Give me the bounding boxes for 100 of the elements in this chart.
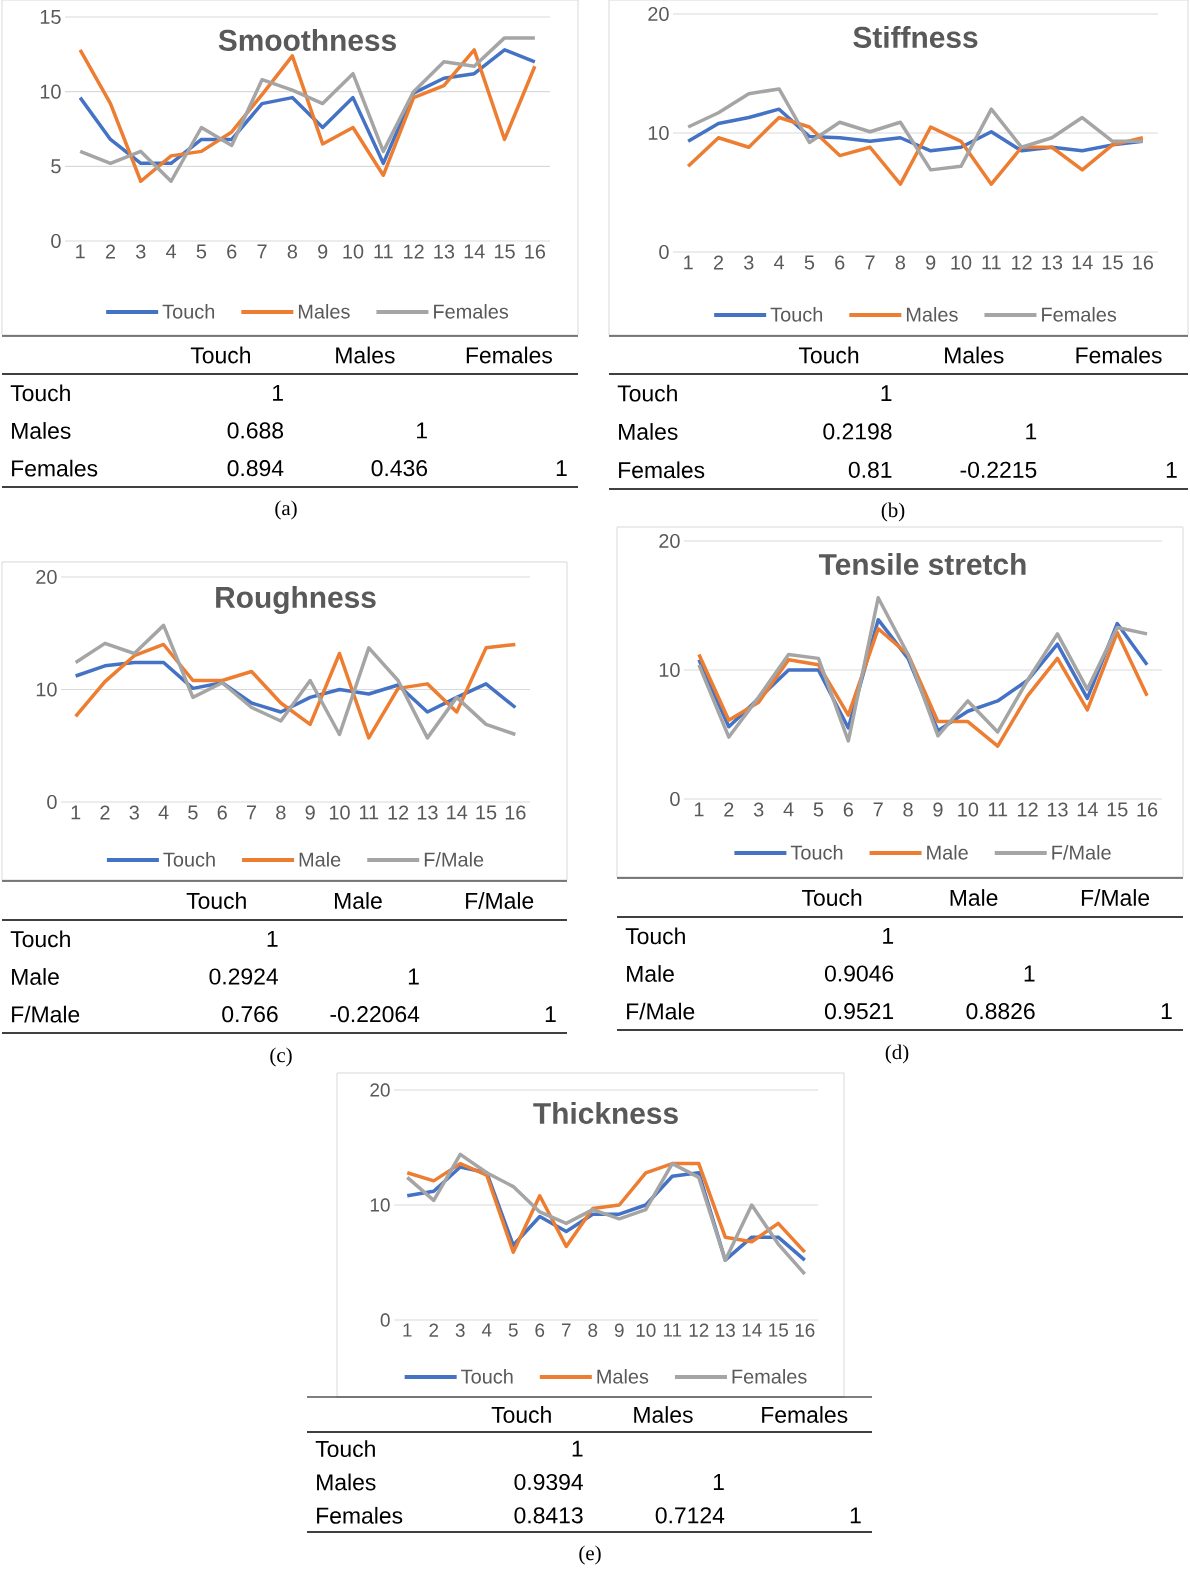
line-series	[686, 87, 1145, 172]
chart-title: Thickness	[533, 1102, 678, 1124]
text: 0.2198	[823, 423, 892, 440]
text: Males	[336, 346, 395, 364]
legend-label: F/Male	[1052, 845, 1111, 860]
text: Touch	[10, 930, 70, 948]
chart-title: Stiffness	[853, 26, 978, 48]
chart-title: Roughness	[216, 586, 376, 614]
text: 1	[1026, 423, 1037, 440]
text: Male	[335, 892, 382, 909]
x-tick-label: 7	[257, 244, 267, 259]
x-tick-label: 10	[951, 255, 972, 270]
y-tick-label: 10	[648, 125, 669, 141]
x-tick-label: 10	[636, 1323, 656, 1337]
text: 1	[572, 1440, 583, 1457]
x-tick-label: 15	[476, 805, 497, 820]
text: Females	[466, 346, 552, 364]
x-tick-label: 4	[166, 244, 177, 259]
legend-label: Touch	[461, 1369, 513, 1384]
x-tick-label: 13	[1047, 802, 1068, 817]
x-tick-label: 13	[417, 805, 438, 820]
x-tick-label: 15	[494, 244, 515, 259]
text: Touch	[10, 384, 70, 402]
x-tick-label: 15	[1102, 255, 1123, 270]
legend-label: Males	[597, 1369, 649, 1384]
text: Touch	[802, 889, 862, 906]
text: 0.766	[222, 1006, 278, 1023]
legend-label: Females	[434, 304, 509, 319]
y-tick-label: 20	[370, 1083, 390, 1097]
x-tick-label: 4	[774, 255, 785, 270]
x-tick-label: 5	[196, 244, 207, 259]
x-tick-label: 7	[873, 802, 883, 817]
text: Males	[634, 1406, 693, 1423]
x-tick-label: 10	[329, 805, 350, 820]
text: Touch	[186, 892, 246, 909]
text: (e)	[579, 1545, 601, 1565]
text: -0.22064	[330, 1006, 420, 1023]
text: 0.436	[371, 460, 428, 477]
x-tick-label: 1	[76, 244, 85, 259]
text: Touch	[190, 346, 250, 364]
x-tick-label: 10	[958, 802, 979, 817]
x-tick-label: 5	[813, 802, 824, 817]
text: 0.8413	[514, 1507, 583, 1524]
x-tick-label: 16	[505, 805, 526, 820]
text: 0.7124	[655, 1507, 725, 1524]
x-tick-label: 13	[434, 244, 455, 259]
x-tick-label: 9	[933, 802, 943, 817]
x-tick-label: 1	[403, 1323, 412, 1337]
text: Touch	[315, 1440, 375, 1458]
text: 1	[1166, 461, 1177, 478]
x-tick-label: 6	[535, 1323, 545, 1337]
x-tick-label: 11	[359, 805, 379, 820]
legend-label: Females	[732, 1369, 807, 1384]
x-tick-label: 11	[374, 244, 393, 259]
y-tick-label: 20	[659, 533, 680, 549]
text: Females	[12, 459, 98, 477]
x-tick-label: 16	[525, 244, 546, 259]
legend-label: Male	[927, 845, 968, 860]
x-tick-label: 2	[713, 255, 724, 270]
x-tick-label: 3	[136, 244, 146, 259]
y-tick-label: 0	[670, 791, 680, 807]
x-tick-label: 16	[1133, 255, 1154, 270]
x-tick-label: 12	[1018, 802, 1038, 817]
x-tick-label: 14	[742, 1323, 762, 1337]
text: Touch	[798, 346, 859, 364]
x-tick-label: 11	[982, 255, 1001, 270]
x-tick-label: 8	[895, 255, 906, 270]
text: 1	[273, 384, 283, 401]
text: 1	[881, 385, 892, 402]
x-tick-label: 12	[689, 1323, 709, 1337]
x-tick-label: 5	[188, 805, 198, 820]
x-tick-label: 14	[1072, 255, 1093, 270]
line-series	[405, 1152, 807, 1276]
text: 0.8826	[966, 1003, 1035, 1020]
text: 1	[267, 930, 278, 947]
text: F/Male	[466, 892, 534, 909]
chart-title: Tensile stretch	[818, 553, 1026, 575]
y-tick-label: 5	[51, 159, 61, 174]
x-tick-label: 7	[247, 805, 257, 820]
text: Females	[317, 1506, 403, 1524]
text: Males	[317, 1473, 376, 1491]
x-tick-label: 13	[1042, 255, 1063, 270]
text: 0.9394	[514, 1473, 583, 1491]
x-tick-label: 14	[1077, 802, 1098, 817]
line-series	[697, 596, 1149, 743]
text: 1	[713, 1474, 724, 1490]
x-tick-label: 4	[158, 805, 169, 820]
legend-label: Touch	[770, 307, 823, 322]
text: 0.9046	[824, 965, 894, 982]
x-tick-label: 2	[429, 1323, 439, 1337]
text: 1	[883, 927, 894, 944]
y-tick-label: 15	[40, 10, 61, 24]
x-tick-label: 4	[481, 1323, 492, 1337]
x-tick-label: 11	[988, 802, 1008, 817]
text: Touch	[625, 927, 685, 945]
text: 1	[545, 1006, 556, 1023]
x-tick-label: 8	[588, 1323, 598, 1337]
x-tick-label: 8	[903, 802, 913, 817]
x-tick-label: 16	[1137, 802, 1158, 817]
x-tick-label: 8	[276, 805, 286, 820]
